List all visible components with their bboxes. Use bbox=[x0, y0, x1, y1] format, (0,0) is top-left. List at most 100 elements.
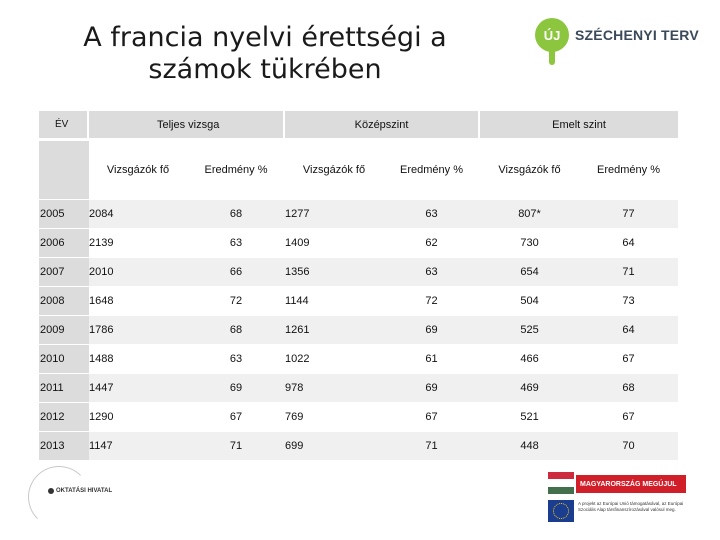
flag-stripe-red bbox=[548, 472, 574, 480]
value-cell: 71 bbox=[579, 257, 679, 286]
value-cell: 62 bbox=[383, 228, 481, 257]
value-cell: 1409 bbox=[285, 228, 384, 257]
page-title: A francia nyelvi érettségi a számok tükr… bbox=[83, 22, 447, 85]
column-header: Eredmény % bbox=[579, 138, 679, 199]
value-cell: 69 bbox=[187, 373, 286, 402]
value-cell: 63 bbox=[187, 228, 286, 257]
value-cell: 67 bbox=[579, 344, 679, 373]
value-cell: 69 bbox=[383, 373, 481, 402]
brand-name: SZÉCHENYI TERV bbox=[575, 27, 699, 43]
value-cell: 70 bbox=[579, 431, 679, 460]
year-cell: 2011 bbox=[39, 373, 89, 402]
table-row: 2005 2084 68 1277 63 807* 77 bbox=[39, 199, 679, 228]
flag-stripe-green bbox=[548, 486, 574, 494]
group-header-full-exam: Teljes vizsga bbox=[89, 111, 286, 138]
location-pin-tail bbox=[549, 51, 555, 65]
year-cell: 2006 bbox=[39, 228, 89, 257]
value-cell: 71 bbox=[383, 431, 481, 460]
value-cell: 64 bbox=[579, 228, 679, 257]
value-cell: 1356 bbox=[285, 257, 384, 286]
year-cell: 2012 bbox=[39, 402, 89, 431]
value-cell: 1261 bbox=[285, 315, 384, 344]
value-cell: 68 bbox=[187, 315, 286, 344]
value-cell: 67 bbox=[187, 402, 286, 431]
column-header: Vizsgázók fő bbox=[89, 138, 187, 199]
value-cell: 61 bbox=[383, 344, 481, 373]
value-cell: 67 bbox=[383, 402, 481, 431]
table-row: 2011 1447 69 978 69 469 68 bbox=[39, 373, 679, 402]
value-cell: 67 bbox=[579, 402, 679, 431]
eu-flag-icon bbox=[548, 500, 574, 522]
value-cell: 978 bbox=[285, 373, 384, 402]
renewal-banner: MAGYARORSZÁG MEGÚJUL bbox=[576, 475, 686, 493]
value-cell: 77 bbox=[579, 199, 679, 228]
value-cell: 1022 bbox=[285, 344, 384, 373]
value-cell: 2084 bbox=[89, 199, 187, 228]
value-cell: 2139 bbox=[89, 228, 187, 257]
value-cell: 504 bbox=[480, 286, 580, 315]
table-row: 2009 1786 68 1261 69 525 64 bbox=[39, 315, 679, 344]
value-cell: 466 bbox=[480, 344, 580, 373]
hungarian-flag-icon bbox=[548, 472, 574, 494]
column-header: Vizsgázók fő bbox=[285, 138, 384, 199]
year-cell: 2010 bbox=[39, 344, 89, 373]
value-cell: 69 bbox=[383, 315, 481, 344]
szechenyi-terv-logo: ÚJ SZÉCHENYI TERV bbox=[535, 18, 699, 70]
value-cell: 73 bbox=[579, 286, 679, 315]
column-header: Eredmény % bbox=[187, 138, 286, 199]
year-cell: 2013 bbox=[39, 431, 89, 460]
year-cell: 2008 bbox=[39, 286, 89, 315]
logo-dot-icon bbox=[48, 488, 54, 494]
eu-stars-icon bbox=[553, 503, 569, 519]
value-cell: 63 bbox=[187, 344, 286, 373]
value-cell: 68 bbox=[187, 199, 286, 228]
value-cell: 1786 bbox=[89, 315, 187, 344]
value-cell: 1277 bbox=[285, 199, 384, 228]
value-cell: 1144 bbox=[285, 286, 384, 315]
year-cell: 2007 bbox=[39, 257, 89, 286]
value-cell: 769 bbox=[285, 402, 384, 431]
oktatasi-hivatal-logo: OKTATÁSI HIVATAL bbox=[28, 466, 138, 528]
table-row: 2012 1290 67 769 67 521 67 bbox=[39, 402, 679, 431]
value-cell: 1147 bbox=[89, 431, 187, 460]
value-cell: 807* bbox=[480, 199, 580, 228]
table-body: 2005 2084 68 1277 63 807* 77 2006 2139 63 1409 62 73… bbox=[39, 199, 679, 460]
value-cell: 469 bbox=[480, 373, 580, 402]
value-cell: 525 bbox=[480, 315, 580, 344]
column-header: Vizsgázók fő bbox=[480, 138, 580, 199]
group-header-intermediate: Középszint bbox=[285, 111, 481, 138]
value-cell: 71 bbox=[187, 431, 286, 460]
value-cell: 1447 bbox=[89, 373, 187, 402]
value-cell: 64 bbox=[579, 315, 679, 344]
eu-funding-text: A projekt az Európai Unió támogatásával,… bbox=[578, 501, 684, 512]
flag-stripe-white bbox=[548, 479, 574, 487]
value-cell: 68 bbox=[579, 373, 679, 402]
value-cell: 72 bbox=[187, 286, 286, 315]
value-cell: 2010 bbox=[89, 257, 187, 286]
value-cell: 1290 bbox=[89, 402, 187, 431]
table-row: 2013 1147 71 699 71 448 70 bbox=[39, 431, 679, 460]
value-cell: 521 bbox=[480, 402, 580, 431]
table-header-groups: ÉV Teljes vizsga Középszint Emelt szint bbox=[39, 111, 679, 138]
group-header-advanced: Emelt szint bbox=[480, 111, 679, 138]
location-pin-icon: ÚJ bbox=[535, 18, 569, 52]
value-cell: 654 bbox=[480, 257, 580, 286]
value-cell: 699 bbox=[285, 431, 384, 460]
table-row: 2006 2139 63 1409 62 730 64 bbox=[39, 228, 679, 257]
column-header: Eredmény % bbox=[383, 138, 481, 199]
year-cell: 2005 bbox=[39, 199, 89, 228]
year-header-blank bbox=[39, 138, 89, 199]
value-cell: 1648 bbox=[89, 286, 187, 315]
value-cell: 1488 bbox=[89, 344, 187, 373]
value-cell: 63 bbox=[383, 257, 481, 286]
value-cell: 72 bbox=[383, 286, 481, 315]
value-cell: 63 bbox=[383, 199, 481, 228]
value-cell: 448 bbox=[480, 431, 580, 460]
table-row: 2008 1648 72 1144 72 504 73 bbox=[39, 286, 679, 315]
value-cell: 66 bbox=[187, 257, 286, 286]
year-cell: 2009 bbox=[39, 315, 89, 344]
table-row: 2007 2010 66 1356 63 654 71 bbox=[39, 257, 679, 286]
eu-funding-block: MAGYARORSZÁG MEGÚJUL A projekt az Európa… bbox=[548, 472, 688, 528]
table-header-columns: Vizsgázók fő Eredmény % Vizsgázók fő Ere… bbox=[39, 138, 679, 199]
value-cell: 730 bbox=[480, 228, 580, 257]
